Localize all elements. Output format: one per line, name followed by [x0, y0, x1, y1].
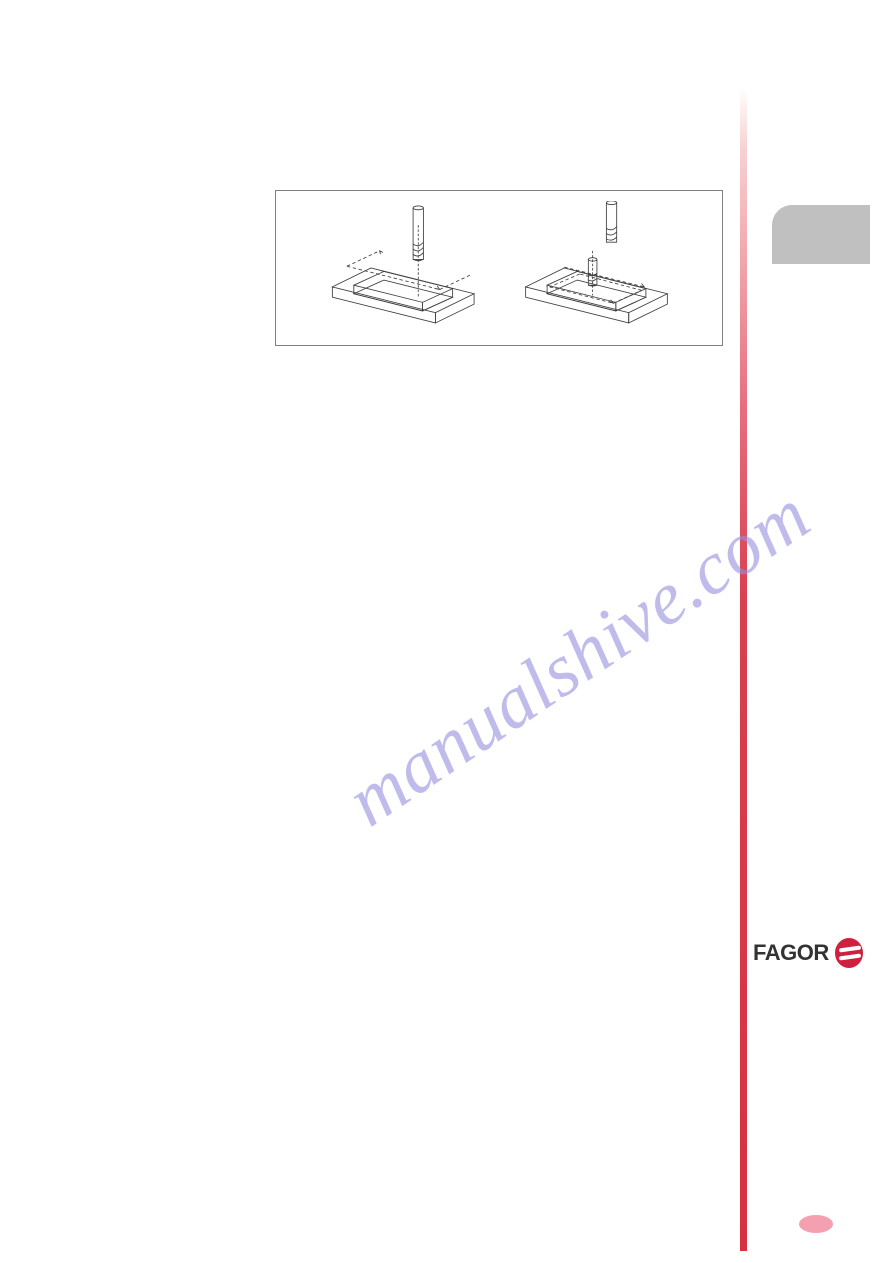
fagor-logo: FAGOR [753, 938, 863, 968]
technical-diagram-frame [275, 190, 723, 346]
milling-diagram-svg [286, 201, 712, 335]
page-container: manualshive.com FAGOR [0, 0, 893, 1263]
page-number-marker [799, 1215, 833, 1233]
fagor-logo-icon [835, 938, 863, 968]
decorative-sidebar-gradient [740, 0, 747, 1251]
left-milling-figure [332, 206, 474, 323]
fagor-logo-text: FAGOR [753, 940, 829, 966]
page-section-tab [772, 205, 870, 264]
right-milling-figure [526, 201, 668, 323]
diagram-content [276, 191, 722, 345]
watermark-text: manualshive.com [332, 472, 826, 844]
